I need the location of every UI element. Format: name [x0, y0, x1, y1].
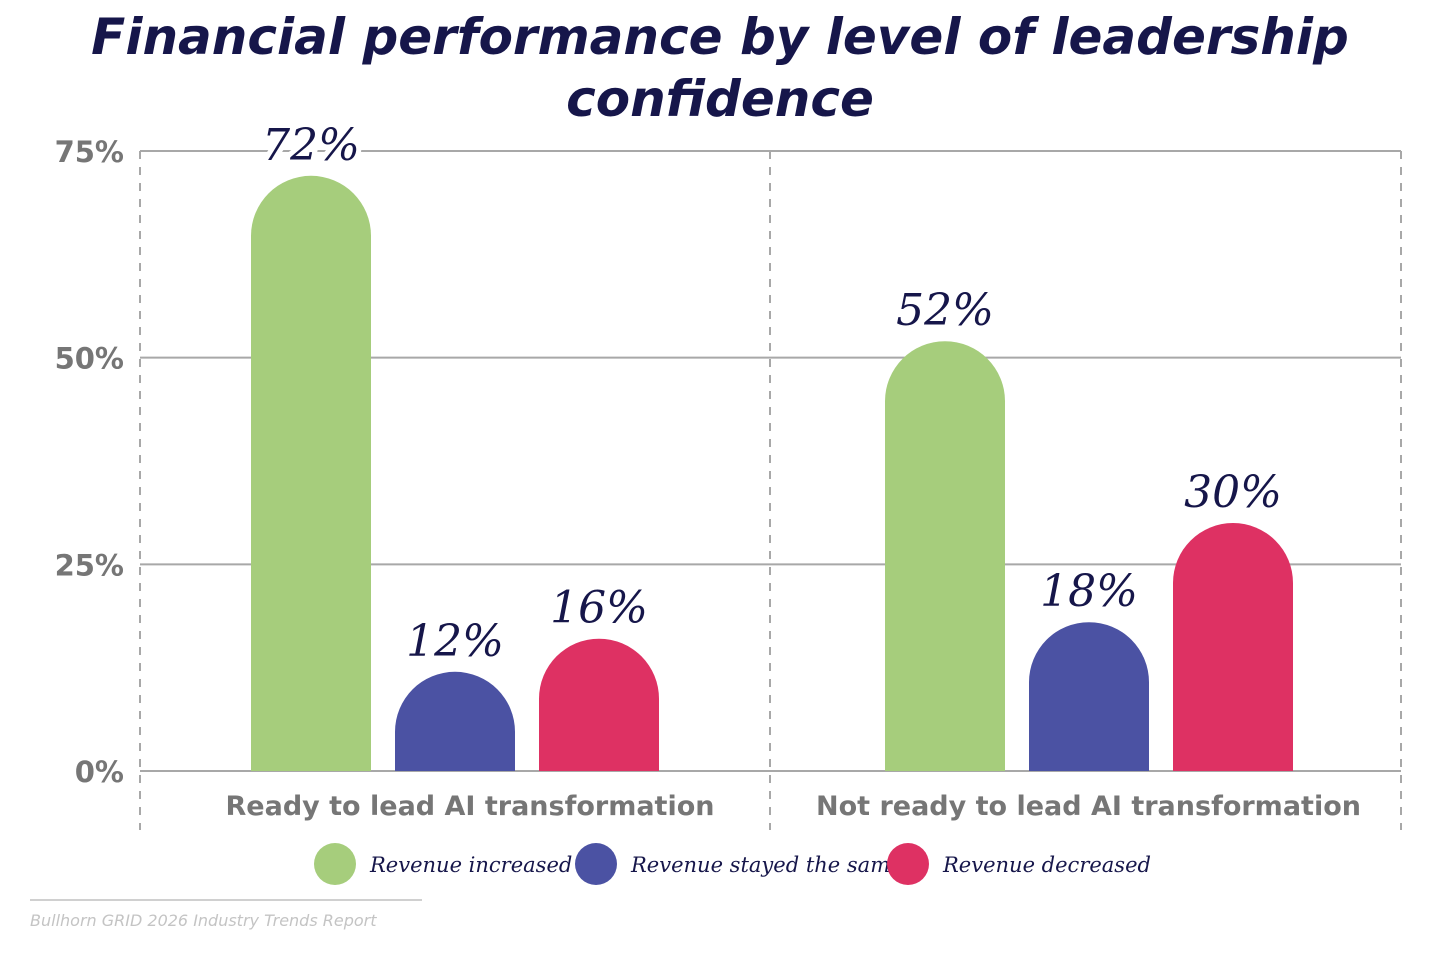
- category-label: Ready to lead AI transformation: [226, 791, 715, 822]
- data-label: 72%: [262, 120, 360, 171]
- footer-divider: [30, 899, 422, 901]
- chart-title: Financial performance by level of leader…: [91, 8, 1349, 128]
- bar: [539, 638, 659, 771]
- bar: [395, 671, 516, 771]
- y-tick-label: 25%: [55, 548, 124, 582]
- legend-label: Revenue stayed the same: [630, 853, 903, 877]
- bar: [1029, 622, 1149, 771]
- bar: [1173, 523, 1293, 771]
- data-label: 30%: [1184, 467, 1282, 518]
- legend-label: Revenue decreased: [942, 853, 1151, 877]
- bar: [885, 341, 1005, 771]
- y-tick-label: 0%: [75, 755, 124, 789]
- data-label: 16%: [550, 583, 648, 634]
- category-label: Not ready to lead AI transformation: [816, 791, 1361, 822]
- y-tick-label: 75%: [55, 135, 124, 169]
- data-label: 52%: [896, 285, 994, 336]
- legend-swatch: [314, 843, 356, 885]
- data-label: 12%: [406, 616, 504, 667]
- legend-label: Revenue increased: [369, 853, 572, 877]
- legend-swatch: [887, 843, 929, 885]
- data-label: 18%: [1040, 566, 1138, 617]
- bar: [251, 175, 371, 771]
- y-tick-label: 50%: [55, 342, 124, 376]
- source-note: Bullhorn GRID 2026 Industry Trends Repor…: [30, 911, 377, 930]
- legend-swatch: [575, 843, 617, 885]
